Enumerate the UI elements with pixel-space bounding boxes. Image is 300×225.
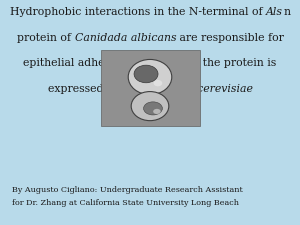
Text: Als: Als	[266, 7, 283, 17]
Text: Canidada albicans: Canidada albicans	[75, 33, 176, 43]
Text: for Dr. Zhang at California State University Long Beach: for Dr. Zhang at California State Univer…	[12, 199, 239, 207]
Text: protein of: protein of	[17, 33, 75, 43]
Text: expressed in: expressed in	[48, 84, 121, 94]
Text: n: n	[283, 7, 290, 17]
Ellipse shape	[128, 59, 172, 95]
Ellipse shape	[134, 65, 158, 83]
Text: Hydrophobic interactions in the N-terminal of: Hydrophobic interactions in the N-termin…	[10, 7, 266, 17]
Text: are responsible for: are responsible for	[176, 33, 284, 43]
Text: epithelial adhesion events when the protein is: epithelial adhesion events when the prot…	[23, 58, 277, 68]
FancyBboxPatch shape	[100, 50, 200, 126]
Ellipse shape	[144, 102, 162, 115]
Text: By Augusto Cigliano: Undergraduate Research Assistant: By Augusto Cigliano: Undergraduate Resea…	[12, 186, 243, 194]
Ellipse shape	[153, 109, 161, 114]
Ellipse shape	[154, 80, 162, 86]
Text: Saccromyces cerevisiae: Saccromyces cerevisiae	[121, 84, 253, 94]
Ellipse shape	[131, 92, 169, 121]
